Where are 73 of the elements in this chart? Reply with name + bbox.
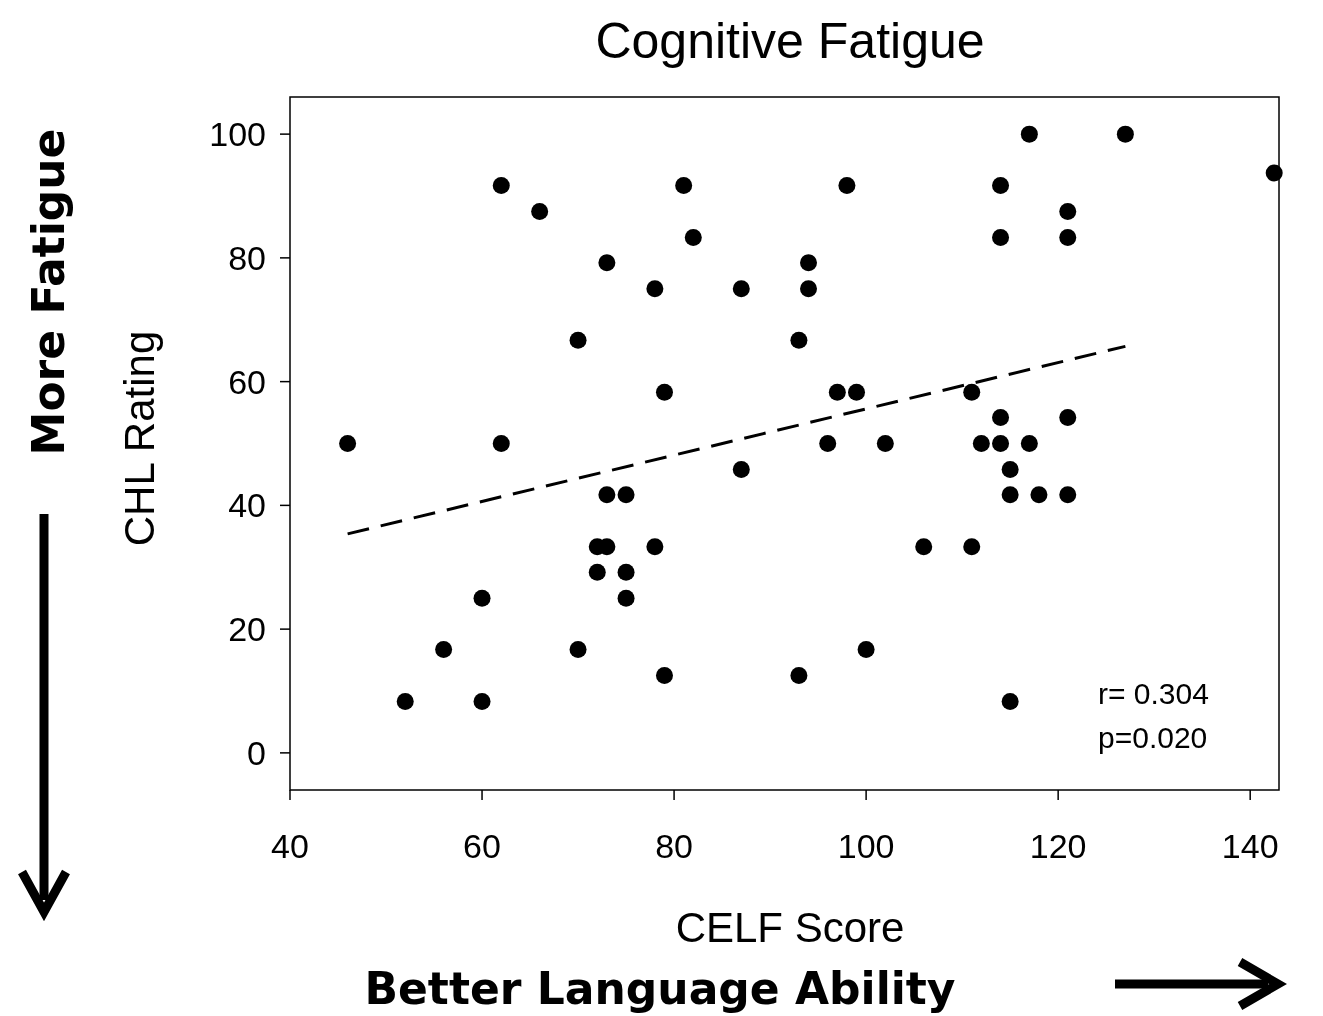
x-tick-label: 140 xyxy=(1221,827,1279,865)
y-tick-label: 100 xyxy=(209,115,266,154)
point xyxy=(675,176,693,194)
point xyxy=(828,383,846,401)
point xyxy=(646,538,664,556)
annotation: p=0.020 xyxy=(1098,721,1208,754)
point xyxy=(800,254,818,272)
point xyxy=(963,383,981,401)
point xyxy=(492,176,510,194)
text: Better Language Ability xyxy=(364,963,956,1014)
point xyxy=(1265,164,1283,182)
point xyxy=(790,667,808,685)
text: More Fatigue xyxy=(23,128,74,456)
point xyxy=(857,641,875,659)
y-tick-label: 0 xyxy=(247,733,266,772)
point xyxy=(617,486,635,504)
y-tick-label: 40 xyxy=(228,486,266,525)
point xyxy=(492,435,510,452)
x-tick-label: 120 xyxy=(1029,827,1087,865)
point xyxy=(1059,486,1077,504)
point xyxy=(1020,125,1038,143)
point xyxy=(339,435,357,452)
point xyxy=(1001,486,1019,504)
point xyxy=(646,280,664,298)
point xyxy=(435,641,453,659)
point xyxy=(684,228,702,246)
point xyxy=(598,254,616,272)
point xyxy=(790,331,808,349)
point xyxy=(992,228,1010,246)
x-tick-label: 100 xyxy=(837,827,895,865)
point xyxy=(876,435,894,452)
point xyxy=(1001,460,1019,478)
y-tick-label: 20 xyxy=(228,610,266,649)
point xyxy=(588,563,606,581)
point xyxy=(1059,228,1077,246)
chart-title: Cognitive Fatigue xyxy=(595,13,985,69)
y-axis-title: CHL Rating xyxy=(116,330,163,547)
y-tick-label: 80 xyxy=(228,238,266,277)
point xyxy=(915,538,933,556)
point xyxy=(1059,409,1077,427)
point xyxy=(732,280,750,298)
point xyxy=(617,563,635,581)
point xyxy=(1030,486,1048,504)
point xyxy=(972,435,990,452)
point xyxy=(655,383,673,401)
point xyxy=(569,641,587,659)
point xyxy=(617,589,635,607)
point xyxy=(396,693,414,711)
annotation: r= 0.304 xyxy=(1098,677,1209,710)
point xyxy=(569,331,587,349)
point xyxy=(531,202,549,220)
point xyxy=(1059,202,1077,220)
y-tick-label: 60 xyxy=(228,362,266,401)
point xyxy=(473,693,491,711)
point xyxy=(1001,693,1019,711)
point xyxy=(963,538,981,556)
point xyxy=(598,486,616,504)
point xyxy=(838,176,856,194)
x-axis-title: CELF Score xyxy=(675,904,905,951)
point xyxy=(819,435,837,452)
point xyxy=(800,280,818,298)
point xyxy=(1116,125,1134,143)
point xyxy=(992,435,1010,452)
x-tick-label: 40 xyxy=(271,827,309,865)
point xyxy=(655,667,673,685)
point xyxy=(732,460,750,478)
x-tick-label: 60 xyxy=(463,827,501,865)
point xyxy=(473,589,491,607)
point xyxy=(992,176,1010,194)
point xyxy=(848,383,866,401)
x-tick-label: 80 xyxy=(655,827,693,865)
point xyxy=(1020,435,1038,452)
point xyxy=(992,409,1010,427)
